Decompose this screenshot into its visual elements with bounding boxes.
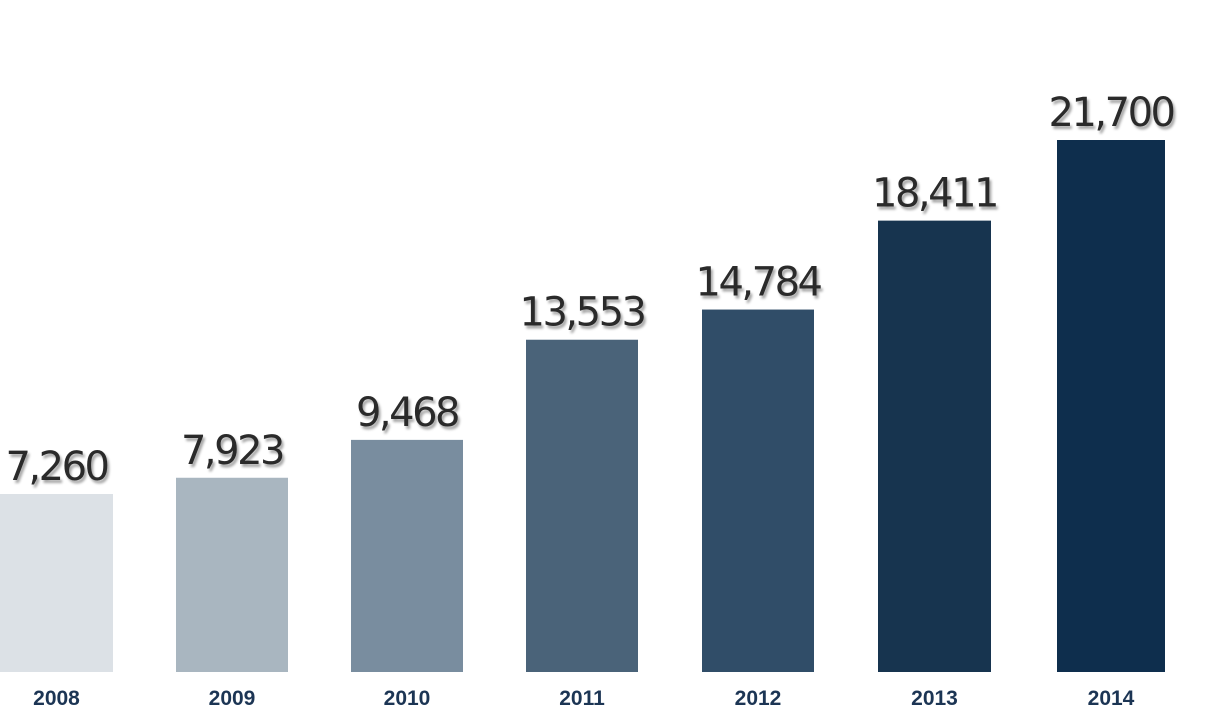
value-label-2011: 13,553 [520,290,645,336]
category-label-2010: 2010 [384,687,431,710]
bars-group [0,140,1165,672]
category-label-2011: 2011 [559,687,605,710]
category-label-2013: 2013 [911,687,958,710]
value-label-2013: 18,411 [872,171,997,217]
value-label-2008: 7,260 [5,444,107,490]
value-labels-group: 7,260 7,923 9,468 13,553 14,784 18,411 21,700 [5,90,1176,490]
bar-2014 [1057,140,1165,672]
bar-2010 [351,439,463,672]
category-label-2012: 2012 [735,687,782,710]
category-labels-group: 2008 2009 2010 2011 2012 2013 2014 [33,687,1135,710]
category-label-2008: 2008 [33,687,80,710]
value-label-2009: 7,923 [181,428,283,474]
bar-2008 [0,494,113,672]
value-label-2014: 21,700 [1049,90,1174,136]
bar-2011 [526,339,638,672]
bar-2013 [878,220,991,672]
category-label-2014: 2014 [1088,687,1135,710]
value-label-2010: 9,468 [356,390,458,436]
bar-2012 [702,309,814,672]
category-label-2009: 2009 [209,687,256,710]
bar-2009 [176,477,288,672]
value-label-2012: 14,784 [696,260,822,306]
